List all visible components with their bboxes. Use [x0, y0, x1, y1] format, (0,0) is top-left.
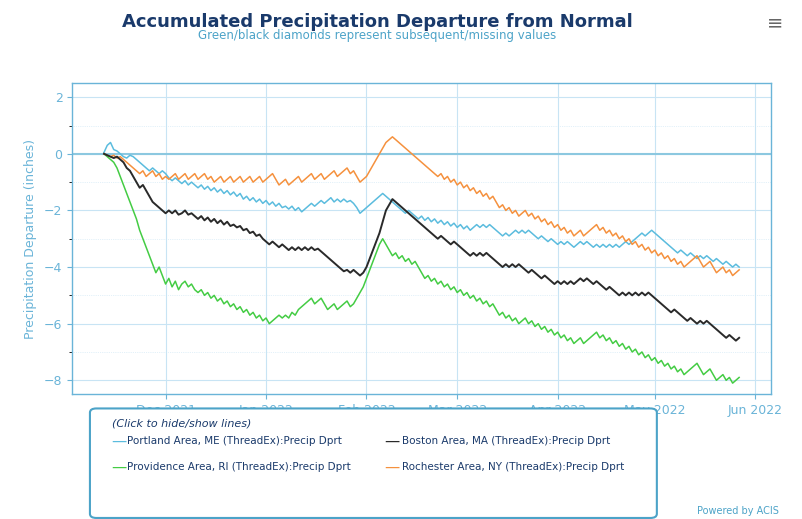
- Y-axis label: Precipitation Departure (inches): Precipitation Departure (inches): [24, 139, 37, 339]
- Text: ≡: ≡: [766, 13, 782, 32]
- Text: —: —: [111, 434, 126, 448]
- Text: Providence Area, RI (ThreadEx):Precip Dprt: Providence Area, RI (ThreadEx):Precip Dp…: [127, 462, 350, 472]
- Text: (Click to hide/show lines): (Click to hide/show lines): [112, 419, 252, 429]
- Text: —: —: [111, 460, 126, 474]
- Text: Boston Area, MA (ThreadEx):Precip Dprt: Boston Area, MA (ThreadEx):Precip Dprt: [402, 436, 610, 446]
- Text: Rochester Area, NY (ThreadEx):Precip Dprt: Rochester Area, NY (ThreadEx):Precip Dpr…: [402, 462, 624, 472]
- Text: Portland Area, ME (ThreadEx):Precip Dprt: Portland Area, ME (ThreadEx):Precip Dprt: [127, 436, 342, 446]
- Text: —: —: [384, 460, 399, 474]
- Text: —: —: [384, 434, 399, 448]
- Text: Powered by ACIS: Powered by ACIS: [696, 507, 778, 516]
- Text: Green/black diamonds represent subsequent/missing values: Green/black diamonds represent subsequen…: [198, 29, 556, 42]
- Text: Accumulated Precipitation Departure from Normal: Accumulated Precipitation Departure from…: [122, 13, 632, 31]
